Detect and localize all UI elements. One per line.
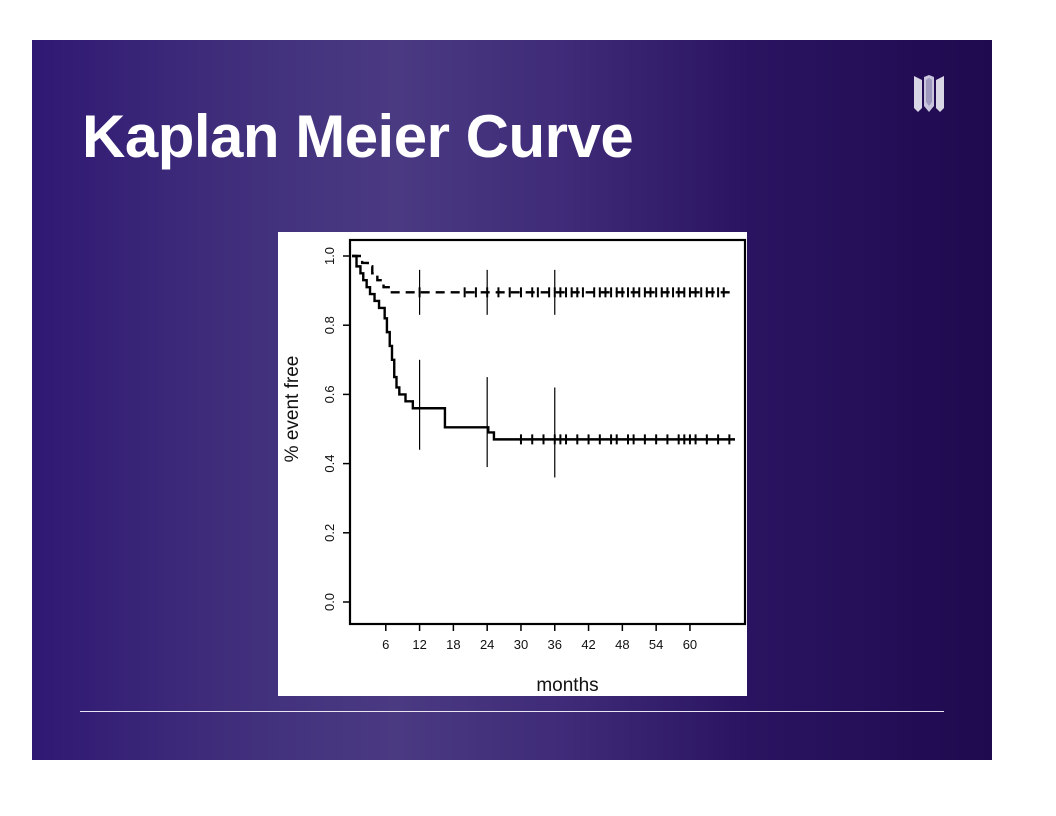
x-tick-label: 48: [615, 637, 629, 652]
x-axis-label: months: [536, 675, 598, 696]
x-tick-label: 36: [548, 637, 562, 652]
x-tick-label: 42: [581, 637, 595, 652]
y-tick-label: 0.8: [322, 316, 337, 334]
y-tick-label: 0.2: [322, 524, 337, 542]
x-tick-label: 18: [446, 637, 460, 652]
y-tick-label: 0.4: [322, 455, 337, 473]
km-chart: 0.0 0.2 0.4 0.6 0.8 1.0 6 12 18 24 30 36 42 48 54 60 mon…: [278, 232, 747, 696]
km-curve-dashed: [352, 254, 735, 294]
plot-frame: [348, 238, 747, 626]
y-tick-label: 0.6: [322, 385, 337, 403]
footer-divider: [80, 711, 944, 712]
x-tick-label: 6: [382, 637, 389, 652]
x-tick-label: 30: [514, 637, 528, 652]
y-axis-label: % event free: [282, 356, 303, 463]
y-tick-label: 1.0: [322, 247, 337, 265]
x-tick-label: 24: [480, 637, 494, 652]
y-tick-label: 0.0: [322, 593, 337, 611]
x-tick-label: 54: [649, 637, 663, 652]
university-logo-icon: [914, 75, 944, 112]
slide-title: Kaplan Meier Curve: [82, 103, 634, 170]
x-tick-label: 60: [683, 637, 697, 652]
x-tick-label: 12: [412, 637, 426, 652]
km-chart-svg: 0.0 0.2 0.4 0.6 0.8 1.0 6 12 18 24 30 36 42 48 54 60 mon…: [282, 238, 747, 696]
slide: Kaplan Meier Curve 0.0 0.2 0.4 0.6 0.8 1.0 6 12…: [32, 40, 992, 760]
km-curve-solid: [352, 254, 735, 441]
